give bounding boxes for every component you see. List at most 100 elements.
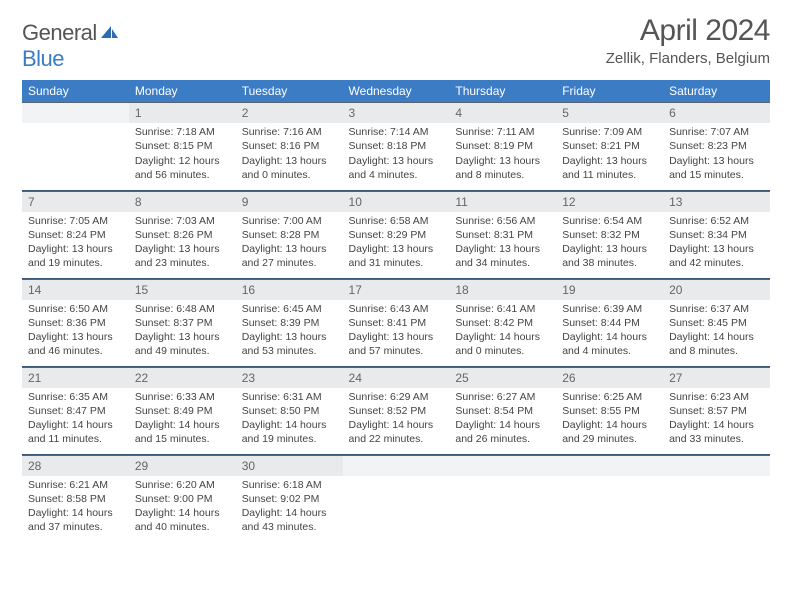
sunrise-text: Sunrise: 6:41 AM [455, 302, 550, 316]
day-content: Sunrise: 7:11 AMSunset: 8:19 PMDaylight:… [449, 123, 556, 186]
day-content: Sunrise: 6:27 AMSunset: 8:54 PMDaylight:… [449, 388, 556, 451]
calendar-week: 14Sunrise: 6:50 AMSunset: 8:36 PMDayligh… [22, 278, 770, 366]
sunrise-text: Sunrise: 6:27 AM [455, 390, 550, 404]
calendar-cell: 29Sunrise: 6:20 AMSunset: 9:00 PMDayligh… [129, 454, 236, 542]
sunset-text: Sunset: 8:44 PM [562, 316, 657, 330]
day-content: Sunrise: 7:00 AMSunset: 8:28 PMDaylight:… [236, 212, 343, 275]
calendar-head: SundayMondayTuesdayWednesdayThursdayFrid… [22, 80, 770, 102]
calendar-cell: 7Sunrise: 7:05 AMSunset: 8:24 PMDaylight… [22, 190, 129, 278]
day-content: Sunrise: 6:52 AMSunset: 8:34 PMDaylight:… [663, 212, 770, 275]
day-header: Thursday [449, 80, 556, 102]
day-header: Tuesday [236, 80, 343, 102]
day-number: 9 [236, 191, 343, 212]
calendar-cell: 2Sunrise: 7:16 AMSunset: 8:16 PMDaylight… [236, 102, 343, 190]
day-number: 16 [236, 279, 343, 300]
sunrise-text: Sunrise: 6:18 AM [242, 478, 337, 492]
day-number: 27 [663, 367, 770, 388]
day-content: Sunrise: 6:20 AMSunset: 9:00 PMDaylight:… [129, 476, 236, 539]
sunrise-text: Sunrise: 6:23 AM [669, 390, 764, 404]
calendar-cell: 17 Sunrise: 6:43 AMSunset: 8:41 PMDayligh… [343, 278, 450, 366]
day-content: Sunrise: 7:09 AMSunset: 8:21 PMDaylight:… [556, 123, 663, 186]
day-number: 4 [449, 102, 556, 123]
calendar-cell: 25Sunrise: 6:27 AMSunset: 8:54 PMDayligh… [449, 366, 556, 454]
sunset-text: Sunset: 9:00 PM [135, 492, 230, 506]
logo-text: GeneralBlue [22, 20, 119, 72]
daylight-text: Daylight: 14 hours and 4 minutes. [562, 330, 657, 358]
sunrise-text: Sunrise: 6:45 AM [242, 302, 337, 316]
daylight-text: Daylight: 13 hours and 42 minutes. [669, 242, 764, 270]
day-content: Sunrise: 6:31 AMSunset: 8:50 PMDaylight:… [236, 388, 343, 451]
day-content: Sunrise: 6:18 AMSunset: 9:02 PMDaylight:… [236, 476, 343, 539]
sunrise-text: Sunrise: 6:25 AM [562, 390, 657, 404]
calendar-cell: 4Sunrise: 7:11 AMSunset: 8:19 PMDaylight… [449, 102, 556, 190]
day-header: Friday [556, 80, 663, 102]
daylight-text: Daylight: 14 hours and 11 minutes. [28, 418, 123, 446]
day-content: Sunrise: 7:14 AMSunset: 8:18 PMDaylight:… [343, 123, 450, 186]
daylight-text: Daylight: 13 hours and 11 minutes. [562, 154, 657, 182]
calendar-table: SundayMondayTuesdayWednesdayThursdayFrid… [22, 80, 770, 542]
sunrise-text: Sunrise: 7:03 AM [135, 214, 230, 228]
day-number [449, 455, 556, 476]
day-content: Sunrise: 6:58 AMSunset: 8:29 PMDaylight:… [343, 212, 450, 275]
sunset-text: Sunset: 8:41 PM [349, 316, 444, 330]
daylight-text: Daylight: 13 hours and 57 minutes. [349, 330, 444, 358]
calendar-cell: 5Sunrise: 7:09 AMSunset: 8:21 PMDaylight… [556, 102, 663, 190]
day-content: Sunrise: 6:23 AMSunset: 8:57 PMDaylight:… [663, 388, 770, 451]
daylight-text: Daylight: 14 hours and 37 minutes. [28, 506, 123, 534]
day-number: 22 [129, 367, 236, 388]
sunset-text: Sunset: 8:50 PM [242, 404, 337, 418]
sunset-text: Sunset: 8:15 PM [135, 139, 230, 153]
day-content: Sunrise: 6:54 AMSunset: 8:32 PMDaylight:… [556, 212, 663, 275]
daylight-text: Daylight: 13 hours and 15 minutes. [669, 154, 764, 182]
logo-word2: Blue [22, 46, 64, 71]
daylight-text: Daylight: 12 hours and 56 minutes. [135, 154, 230, 182]
day-number: 17 [343, 279, 450, 300]
sunset-text: Sunset: 8:24 PM [28, 228, 123, 242]
calendar-cell: 9Sunrise: 7:00 AMSunset: 8:28 PMDaylight… [236, 190, 343, 278]
day-number: 7 [22, 191, 129, 212]
title-block: April 2024 Zellik, Flanders, Belgium [606, 14, 770, 67]
calendar-cell: 22Sunrise: 6:33 AMSunset: 8:49 PMDayligh… [129, 366, 236, 454]
calendar-cell: 19Sunrise: 6:39 AMSunset: 8:44 PMDayligh… [556, 278, 663, 366]
day-number: 1 [129, 102, 236, 123]
day-number: 23 [236, 367, 343, 388]
day-number: 2 [236, 102, 343, 123]
calendar-cell: 21Sunrise: 6:35 AMSunset: 8:47 PMDayligh… [22, 366, 129, 454]
sunrise-text: Sunrise: 6:56 AM [455, 214, 550, 228]
day-content: Sunrise: 6:33 AMSunset: 8:49 PMDaylight:… [129, 388, 236, 451]
sunrise-text: Sunrise: 6:52 AM [669, 214, 764, 228]
day-number: 3 [343, 102, 450, 123]
sunrise-text: Sunrise: 7:05 AM [28, 214, 123, 228]
day-content: Sunrise: 6:45 AMSunset: 8:39 PMDaylight:… [236, 300, 343, 363]
calendar-cell [22, 102, 129, 190]
day-number: 6 [663, 102, 770, 123]
sunset-text: Sunset: 8:58 PM [28, 492, 123, 506]
day-header: Monday [129, 80, 236, 102]
sunset-text: Sunset: 8:45 PM [669, 316, 764, 330]
day-content: Sunrise: 6:39 AMSunset: 8:44 PMDaylight:… [556, 300, 663, 363]
day-number: 28 [22, 455, 129, 476]
day-content: Sunrise: 6:41 AMSunset: 8:42 PMDaylight:… [449, 300, 556, 363]
daylight-text: Daylight: 13 hours and 38 minutes. [562, 242, 657, 270]
sunset-text: Sunset: 9:02 PM [242, 492, 337, 506]
day-number: 29 [129, 455, 236, 476]
day-content: Sunrise: 7:18 AMSunset: 8:15 PMDaylight:… [129, 123, 236, 186]
calendar-cell: 18Sunrise: 6:41 AMSunset: 8:42 PMDayligh… [449, 278, 556, 366]
day-number: 5 [556, 102, 663, 123]
sunrise-text: Sunrise: 6:43 AM [349, 302, 444, 316]
sunrise-text: Sunrise: 6:21 AM [28, 478, 123, 492]
daylight-text: Daylight: 13 hours and 4 minutes. [349, 154, 444, 182]
daylight-text: Daylight: 13 hours and 53 minutes. [242, 330, 337, 358]
calendar-cell: 3Sunrise: 7:14 AMSunset: 8:18 PMDaylight… [343, 102, 450, 190]
day-content: Sunrise: 6:50 AMSunset: 8:36 PMDaylight:… [22, 300, 129, 363]
sunset-text: Sunset: 8:18 PM [349, 139, 444, 153]
day-header: Sunday [22, 80, 129, 102]
calendar-cell: 14Sunrise: 6:50 AMSunset: 8:36 PMDayligh… [22, 278, 129, 366]
sunset-text: Sunset: 8:21 PM [562, 139, 657, 153]
sunset-text: Sunset: 8:39 PM [242, 316, 337, 330]
sunset-text: Sunset: 8:49 PM [135, 404, 230, 418]
calendar-week: 1Sunrise: 7:18 AMSunset: 8:15 PMDaylight… [22, 102, 770, 190]
calendar-cell [343, 454, 450, 542]
sunrise-text: Sunrise: 7:18 AM [135, 125, 230, 139]
calendar-body: 1Sunrise: 7:18 AMSunset: 8:15 PMDaylight… [22, 102, 770, 542]
